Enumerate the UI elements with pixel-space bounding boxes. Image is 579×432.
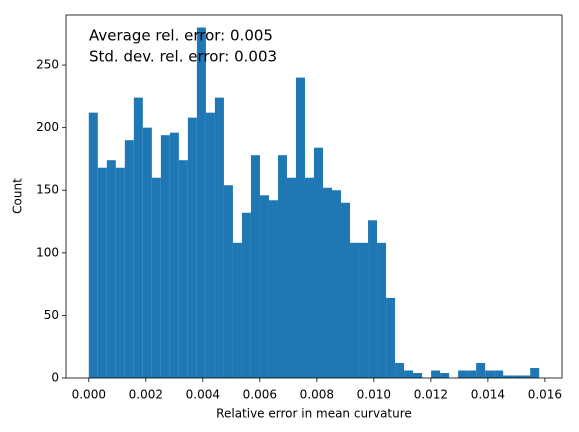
bar [530,367,540,378]
bar [151,177,161,378]
x-tick-label: 0.012 [414,388,448,402]
bar [232,242,242,378]
bar [521,375,531,378]
y-tick-label: 50 [44,308,59,322]
y-tick-label: 150 [36,183,59,197]
bar [512,375,522,378]
bar [314,147,324,378]
y-axis-label: Count [11,178,25,214]
bar [115,167,125,378]
bar [494,370,504,378]
x-axis-label: Relative error in mean curvature [216,407,412,421]
bar [169,132,179,378]
bar [187,117,197,378]
bar [368,220,378,378]
bar [440,372,450,378]
bar [341,202,351,378]
x-tick-label: 0.014 [471,388,505,402]
bar [250,155,260,378]
x-tick-label: 0.008 [300,388,334,402]
plot-frame [65,14,563,379]
bar [295,77,305,378]
bar [133,97,143,378]
bar [223,185,233,378]
x-tick-label: 0.004 [186,388,220,402]
bar [377,242,387,378]
bar [304,177,314,378]
bar [259,195,269,378]
bar [404,370,414,378]
bar [178,160,188,378]
bar [458,370,468,378]
bar [413,372,423,378]
bar [142,127,152,378]
bar [476,362,486,378]
bar [286,177,296,378]
bar [88,112,98,378]
x-tick-label: 0.002 [129,388,163,402]
bar [485,370,495,378]
bar [277,155,287,378]
bar [268,200,278,378]
bar [359,242,369,378]
y-tick-label: 250 [36,58,59,72]
bar [241,212,251,378]
x-tick-label: 0.006 [243,388,277,402]
bar [214,97,224,378]
bar [106,160,116,378]
bar [160,135,170,378]
y-tick-label: 200 [36,120,59,134]
bar [350,242,360,378]
y-tick-label: 0 [51,371,59,385]
bar [323,187,333,378]
bar [196,27,206,378]
x-tick-label: 0.010 [357,388,391,402]
x-tick-label: 0.000 [72,388,106,402]
y-tick-label: 100 [36,245,59,259]
annotation: Average rel. error: 0.005 [89,27,273,45]
annotation: Std. dev. rel. error: 0.003 [89,48,277,66]
bar [386,297,396,378]
bar [431,370,441,378]
bar [503,375,513,378]
bar [124,140,134,378]
bar [332,190,342,378]
bar [205,112,215,378]
bar [467,370,477,378]
bar [395,362,405,378]
x-tick-label: 0.016 [528,388,562,402]
bar [97,167,107,378]
